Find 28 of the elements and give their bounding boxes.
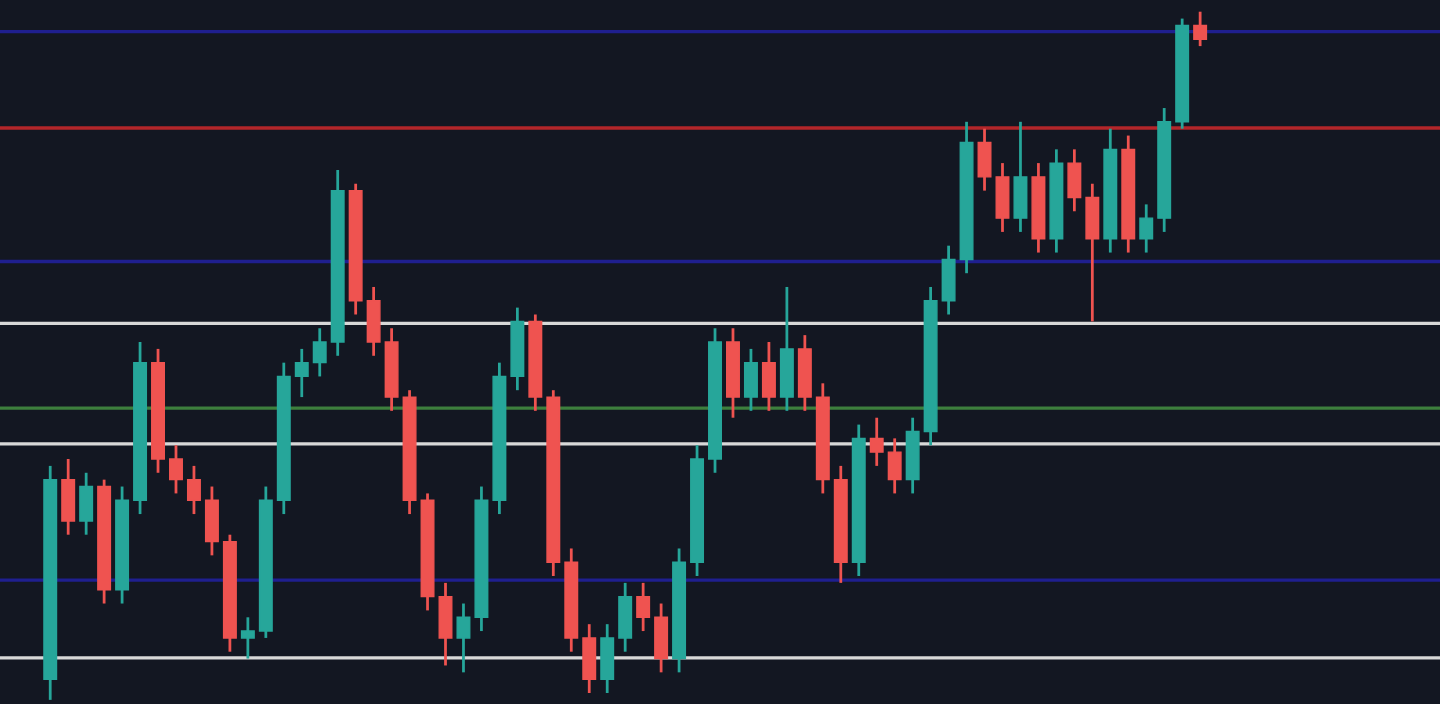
candlestick: [1013, 120, 1028, 234]
candlestick: [995, 161, 1010, 234]
candlestick: [312, 326, 327, 378]
candlestick: [1067, 147, 1082, 213]
candlestick: [761, 340, 776, 413]
candlestick: [977, 127, 992, 193]
candlestick: [1193, 10, 1208, 48]
candlestick: [582, 622, 597, 695]
candlestick: [438, 581, 453, 667]
candlestick: [1139, 203, 1154, 254]
candlestick: [600, 622, 615, 695]
candlestick: [456, 602, 471, 674]
candlestick: [204, 485, 219, 557]
candlestick: [636, 581, 651, 633]
candlestick: [366, 285, 381, 358]
candlestick: [618, 581, 633, 654]
candlestick: [743, 347, 758, 413]
candlestick: [240, 615, 255, 660]
candlestick: [869, 416, 884, 468]
candlestick: [61, 457, 76, 537]
candlestick: [169, 443, 183, 495]
candlestick: [186, 464, 201, 516]
candlestick: [1085, 182, 1100, 323]
candlestick: [79, 471, 94, 537]
candlestick: [654, 602, 669, 674]
candlestick: [941, 244, 956, 316]
candlestick: [294, 347, 309, 399]
candlestick: [887, 436, 902, 495]
